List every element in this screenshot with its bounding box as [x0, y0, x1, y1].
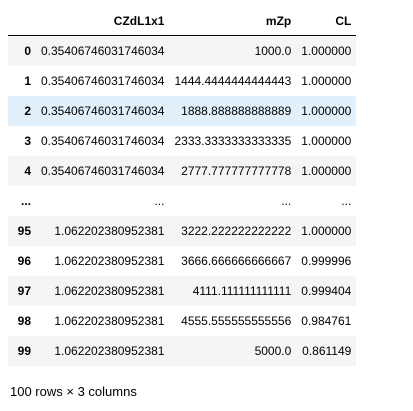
row-index: 3	[24, 134, 31, 148]
table-cell: 3666.666666666667	[181, 254, 292, 268]
table-cell: 0.999996	[301, 254, 352, 268]
row-index: ...	[20, 194, 31, 208]
table-row: 3 0.35406746031746034 2333.3333333333335…	[8, 126, 357, 156]
table-cell: 4555.555555555556	[181, 314, 292, 328]
row-index: 4	[24, 164, 31, 178]
table-cell: 1.062202380952381	[54, 314, 165, 328]
table-cell: 0.35406746031746034	[41, 44, 165, 58]
table-cell: 3222.222222222222	[181, 224, 292, 238]
table-cell: 1.000000	[301, 44, 352, 58]
table-cell: 5000.0	[254, 344, 292, 358]
table-cell: 0.35406746031746034	[41, 74, 165, 88]
table-row: 98 1.062202380952381 4555.555555555556 0…	[8, 306, 357, 336]
table-cell: 1.062202380952381	[54, 284, 165, 298]
table-row: 0 0.35406746031746034 1000.0 1.000000	[8, 35, 357, 66]
table-cell: 0.35406746031746034	[41, 134, 165, 148]
table-header: CZdL1x1 mZp CL	[8, 6, 357, 36]
table-row: 95 1.062202380952381 3222.222222222222 1…	[8, 216, 357, 246]
table-cell: 1.000000	[301, 134, 352, 148]
table-cell: 1.000000	[301, 104, 352, 118]
table-body: 0 0.35406746031746034 1000.0 1.000000 1 …	[8, 35, 357, 366]
row-index: 2	[24, 104, 31, 118]
row-index: 97	[17, 284, 31, 298]
table-row: 96 1.062202380952381 3666.666666666667 0…	[8, 246, 357, 276]
row-index: 95	[17, 224, 31, 238]
row-index: 96	[17, 254, 31, 268]
column-header: CZdL1x1	[36, 6, 170, 36]
table-cell: 2333.3333333333335	[174, 134, 292, 148]
dataframe-table: CZdL1x1 mZp CL 0 0.35406746031746034 100…	[8, 6, 357, 366]
table-cell: 0.861149	[302, 344, 352, 358]
table-row: 1 0.35406746031746034 1444.4444444444443…	[8, 66, 357, 96]
table-cell: 1.062202380952381	[54, 254, 165, 268]
table-cell: 1.062202380952381	[54, 224, 165, 238]
row-index: 98	[17, 314, 31, 328]
table-cell: 1.000000	[301, 224, 352, 238]
table-cell: ...	[341, 194, 352, 208]
table-cell: 2777.777777777778	[181, 164, 292, 178]
dataframe-shape-caption: 100 rows × 3 columns	[10, 384, 137, 399]
ellipsis-row: ... ... ... ...	[8, 186, 357, 216]
table-cell: 0.35406746031746034	[41, 104, 165, 118]
row-index: 99	[17, 344, 31, 358]
table-cell: ...	[154, 194, 165, 208]
table-row: 4 0.35406746031746034 2777.777777777778 …	[8, 156, 357, 186]
table-cell: 4111.111111111111	[192, 284, 292, 298]
row-index: 1	[24, 74, 31, 88]
table-cell: 1888.888888888889	[181, 104, 292, 118]
table-row: 99 1.062202380952381 5000.0 0.861149	[8, 336, 357, 366]
header-row: CZdL1x1 mZp CL	[8, 6, 357, 36]
table-cell: 0.35406746031746034	[41, 164, 165, 178]
index-header	[8, 6, 36, 36]
row-index: 0	[24, 44, 31, 58]
table-cell: 1.000000	[301, 74, 352, 88]
table-cell: ...	[281, 194, 292, 208]
table-row-highlighted: 2 0.35406746031746034 1888.888888888889 …	[8, 96, 357, 126]
table-cell: 1.062202380952381	[54, 344, 165, 358]
column-header: mZp	[169, 6, 297, 36]
table-row: 97 1.062202380952381 4111.111111111111 0…	[8, 276, 357, 306]
table-cell: 1444.4444444444443	[174, 74, 292, 88]
table-cell: 1000.0	[254, 44, 292, 58]
column-header: CL	[296, 6, 357, 36]
table-cell: 0.984761	[301, 314, 352, 328]
table-cell: 1.000000	[301, 164, 352, 178]
table-cell: 0.999404	[301, 284, 352, 298]
